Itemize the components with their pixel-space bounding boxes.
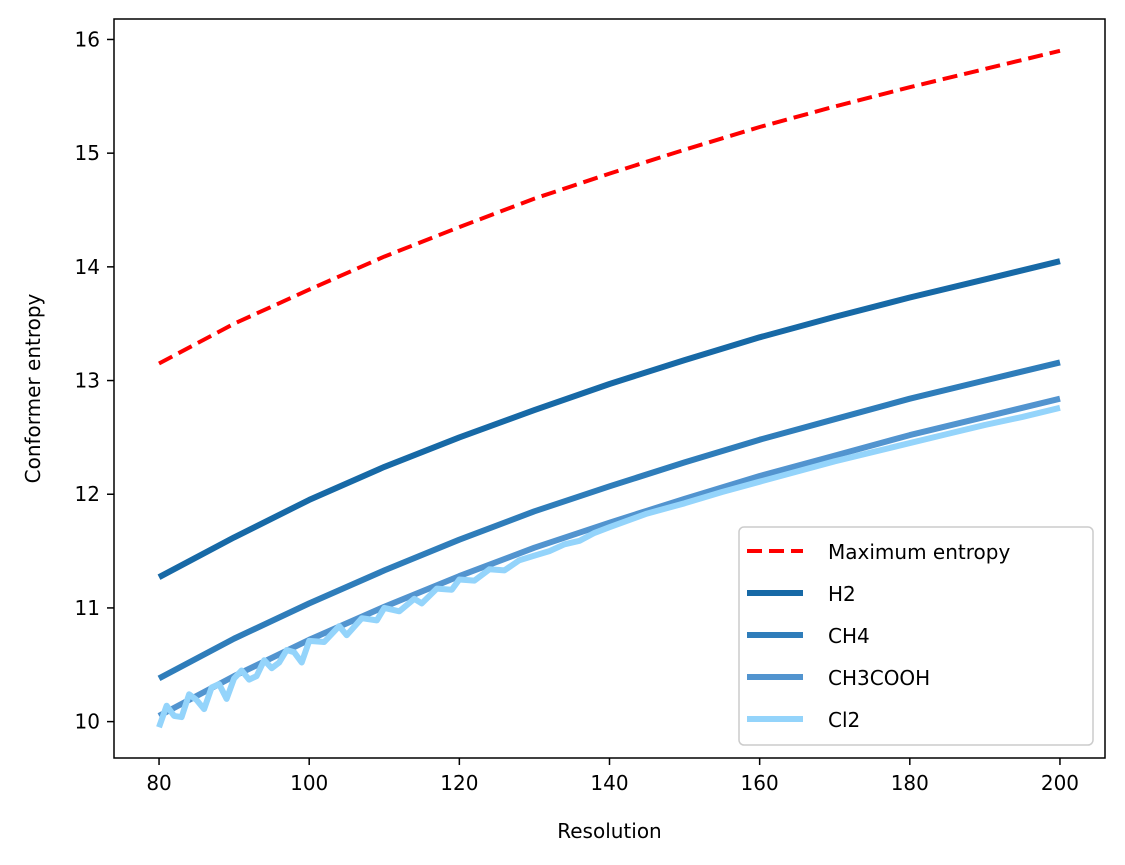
x-axis-label: Resolution xyxy=(557,819,662,843)
y-axis-ticks: 10 11 12 13 14 15 16 xyxy=(75,27,114,734)
legend-label: Maximum entropy xyxy=(828,540,1010,564)
legend-label: CH3COOH xyxy=(828,666,930,690)
y-tick-label: 13 xyxy=(75,369,100,393)
x-tick-label: 120 xyxy=(440,771,478,795)
y-tick-label: 11 xyxy=(75,596,100,620)
legend-label: Cl2 xyxy=(828,708,860,732)
y-tick-label: 14 xyxy=(75,255,100,279)
x-tick-label: 160 xyxy=(741,771,779,795)
series-line-h2 xyxy=(157,258,1061,580)
x-tick-label: 180 xyxy=(891,771,929,795)
legend-box xyxy=(738,526,1094,746)
series-line-cl2 xyxy=(156,404,1061,729)
x-tick-label: 200 xyxy=(1041,771,1079,795)
y-tick-label: 16 xyxy=(75,27,100,51)
x-tick-label: 80 xyxy=(146,771,171,795)
y-tick-label: 10 xyxy=(75,710,100,734)
x-axis-ticks: 80 100 120 140 160 180 200 xyxy=(146,758,1079,795)
legend-label: H2 xyxy=(828,582,856,606)
series-line-ch4 xyxy=(157,359,1061,682)
plot-lines xyxy=(156,48,1061,729)
y-tick-label: 15 xyxy=(75,141,100,165)
y-axis-label: Conformer entropy xyxy=(21,293,45,483)
x-tick-label: 140 xyxy=(590,771,628,795)
y-tick-label: 12 xyxy=(75,482,100,506)
series-line-maximum entropy xyxy=(158,48,1061,366)
x-tick-label: 100 xyxy=(290,771,328,795)
legend: Maximum entropy H2 CH4 CH3COOH Cl2 xyxy=(738,526,1094,746)
legend-label: CH4 xyxy=(828,624,870,648)
